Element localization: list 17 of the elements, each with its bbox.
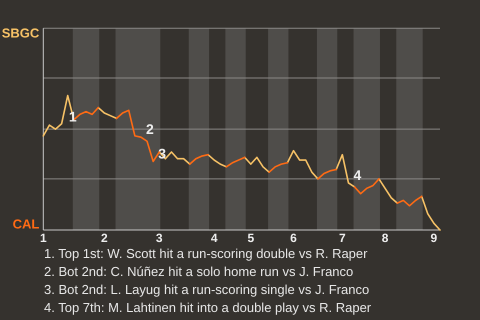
text: 2. Bot 2nd: C. Núñez hit a solo home run vs J. Franco xyxy=(44,264,354,279)
x-tick-label: 1 xyxy=(40,231,47,245)
x-tick-label: 6 xyxy=(290,231,298,245)
annotation: 2 xyxy=(146,121,154,138)
text: 4. Top 7th: M. Lahtinen hit into a double play vs R. Raper xyxy=(44,300,372,315)
x-tick-label: 4 xyxy=(210,231,218,245)
text: 3. Bot 2nd: L. Layug hit a run-scoring single vs J. Franco xyxy=(44,282,370,297)
x-tick-label: 2 xyxy=(100,231,108,245)
text: CAL xyxy=(12,216,40,232)
x-tick-label: 5 xyxy=(247,231,254,245)
text: SBGC xyxy=(2,25,40,40)
x-tick-label: 8 xyxy=(382,231,389,245)
x-tick-label: 3 xyxy=(156,231,163,245)
x-tick-label: 7 xyxy=(339,231,346,245)
text: 1. Top 1st: W. Scott hit a run-scoring double vs R. Raper xyxy=(44,246,368,261)
annotation: 4 xyxy=(354,166,362,183)
x-tick-label: 9 xyxy=(430,231,438,245)
